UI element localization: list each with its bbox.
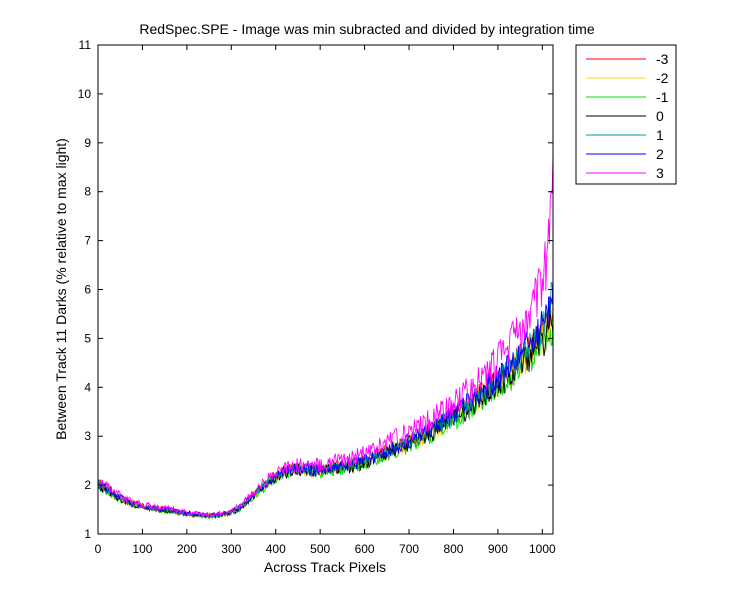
- y-tick-label: 10: [78, 87, 92, 101]
- x-tick-label: 800: [443, 542, 463, 556]
- legend-label: 0: [656, 108, 664, 124]
- legend-label: -1: [656, 89, 669, 105]
- x-tick-label: 0: [95, 542, 102, 556]
- x-axis: 0 100 200 300 400 500 600 700 800 900 1000: [95, 45, 556, 556]
- x-tick-label: 700: [399, 542, 419, 556]
- x-tick-label: 400: [266, 542, 286, 556]
- series-line-3: [97, 153, 554, 519]
- y-tick-label: 5: [84, 331, 91, 345]
- y-axis-title: Between Track 11 Darks (% relative to ma…: [53, 138, 69, 440]
- x-axis-title: Across Track Pixels: [264, 559, 386, 575]
- legend: -3 -2 -1 0 1 2 3: [575, 44, 677, 185]
- chart-title: RedSpec.SPE - Image was min subracted an…: [139, 21, 594, 37]
- y-tick-label: 11: [79, 38, 92, 52]
- legend-label: 2: [656, 146, 664, 162]
- legend-label: 1: [656, 127, 664, 143]
- y-tick-label: 1: [84, 527, 91, 541]
- y-tick-label: 3: [84, 429, 91, 443]
- x-tick-label: 100: [132, 542, 152, 556]
- x-tick-label: 200: [177, 542, 197, 556]
- series-layer: [97, 153, 554, 521]
- legend-box: [575, 44, 677, 185]
- y-tick-label: 7: [84, 234, 91, 248]
- legend-label: -3: [656, 51, 669, 67]
- y-tick-label: 9: [84, 136, 91, 150]
- series-line-1: [97, 281, 554, 518]
- legend-label: -2: [656, 70, 669, 86]
- x-tick-label: 1000: [529, 542, 556, 556]
- x-tick-label: 500: [310, 542, 330, 556]
- y-axis: 1 2 3 4 5 6 7 8 9 10 11: [78, 38, 553, 541]
- y-tick-label: 8: [84, 185, 91, 199]
- x-tick-label: 900: [488, 542, 508, 556]
- y-tick-label: 2: [84, 478, 91, 492]
- y-tick-label: 6: [84, 283, 91, 297]
- legend-label: 3: [656, 165, 664, 181]
- x-tick-label: 300: [221, 542, 241, 556]
- x-tick-label: 600: [355, 542, 375, 556]
- y-tick-label: 4: [84, 380, 91, 394]
